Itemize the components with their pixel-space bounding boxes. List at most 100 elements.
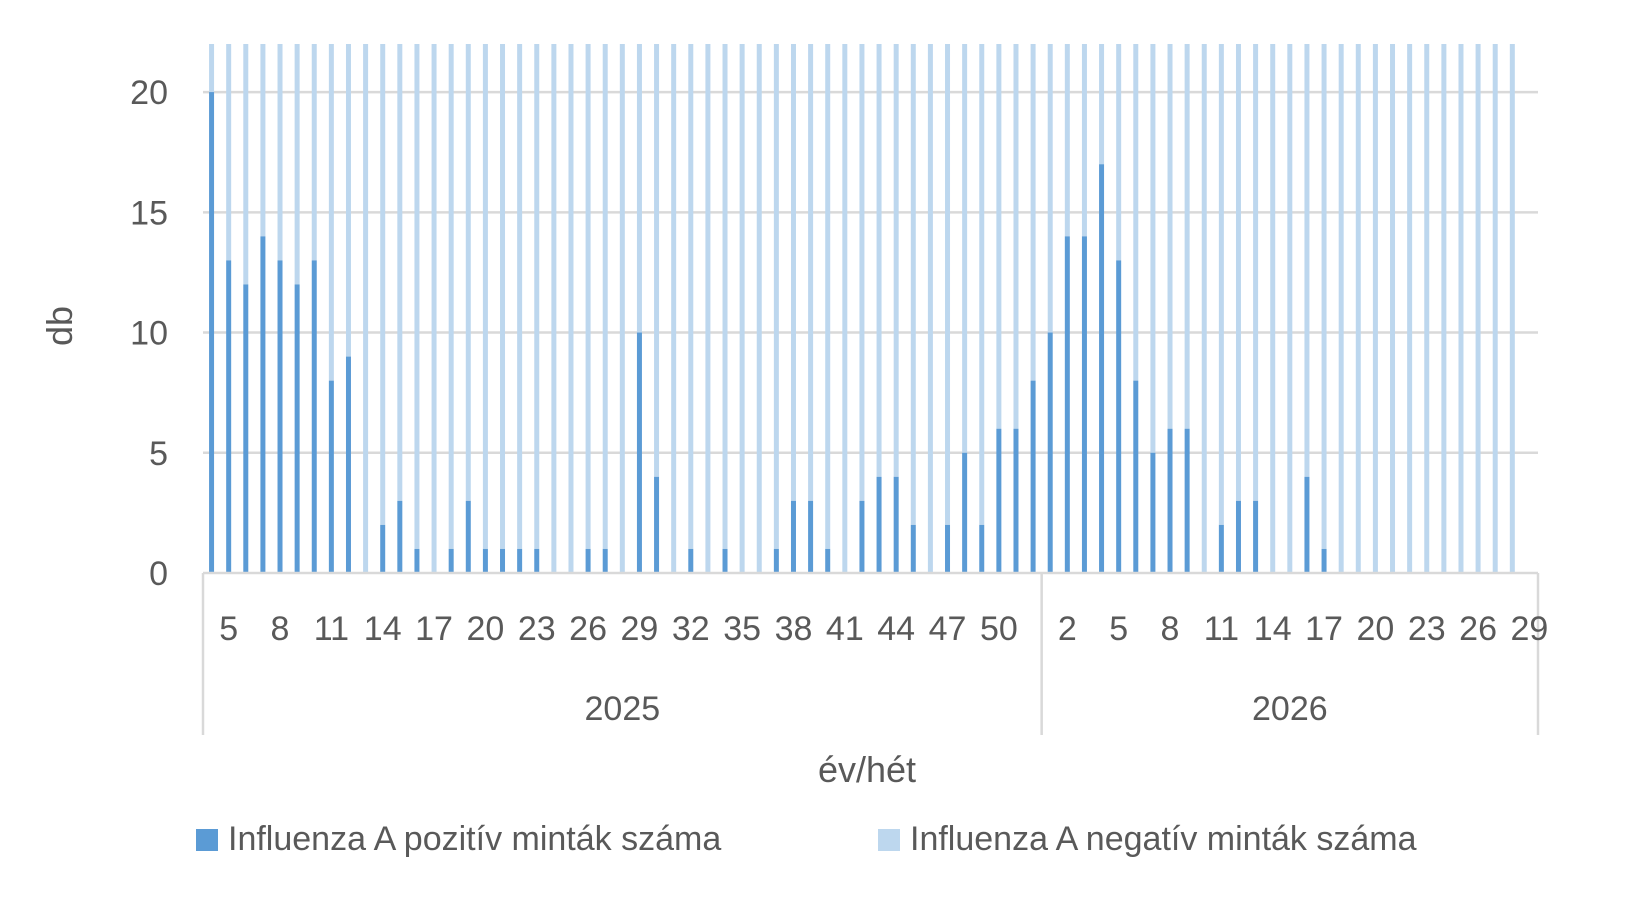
bar-negative <box>1458 44 1464 573</box>
bar-positive <box>1321 548 1327 573</box>
bar-positive <box>500 548 506 573</box>
x-tick-label: 26 <box>569 610 607 648</box>
x-tick-label: 44 <box>877 610 915 648</box>
bar-positive <box>585 548 591 573</box>
y-tick-label: 20 <box>130 74 168 112</box>
bar-negative <box>808 44 814 501</box>
bar-positive <box>636 332 642 573</box>
bar-positive <box>448 548 454 573</box>
x-tick-label: 11 <box>1204 610 1239 648</box>
bar-negative <box>1407 44 1413 573</box>
bar-positive <box>294 284 300 573</box>
legend: Influenza A pozitív minták száma Influen… <box>0 820 1633 870</box>
bar-negative <box>397 44 403 501</box>
bar-positive <box>482 548 488 573</box>
bar-negative <box>842 44 848 573</box>
bar-negative <box>773 44 779 549</box>
x-tick-label: 2 <box>1058 610 1077 648</box>
bar-negative <box>1081 44 1087 237</box>
bar-positive <box>517 548 523 573</box>
bar-negative <box>1047 44 1053 333</box>
bar-negative <box>1099 44 1105 165</box>
bar-positive <box>722 548 728 573</box>
bar-negative <box>500 44 506 549</box>
bar-negative <box>1287 44 1293 573</box>
bar-negative <box>1475 44 1481 573</box>
bar-negative <box>996 44 1002 429</box>
bar-negative <box>431 44 437 573</box>
bar-negative <box>1030 44 1036 381</box>
bar-negative <box>345 44 351 357</box>
gridlines <box>203 90 1538 455</box>
bar-negative <box>688 44 694 549</box>
bar-positive <box>654 476 660 573</box>
bar-positive <box>243 284 249 573</box>
bar-positive <box>380 524 386 573</box>
y-tick-label: 5 <box>149 435 168 473</box>
bar-positive <box>996 428 1002 573</box>
x-tick-label: 8 <box>271 610 290 648</box>
bar-negative <box>568 44 574 573</box>
bar-positive <box>825 548 831 573</box>
bar-negative <box>260 44 266 237</box>
x-group-label: 2025 <box>585 690 661 728</box>
x-tick-label: 5 <box>1109 610 1128 648</box>
bar-negative <box>1492 44 1498 573</box>
bar-positive <box>1235 500 1241 573</box>
bar-negative <box>1201 44 1207 573</box>
bar-positive <box>1218 524 1224 573</box>
bar-positive <box>979 524 985 573</box>
x-tick-label: 50 <box>980 610 1018 648</box>
bar-negative <box>1116 44 1122 261</box>
bar-positive <box>1116 260 1122 573</box>
x-tick-label: 26 <box>1459 610 1497 648</box>
bar-positive <box>773 548 779 573</box>
bar-negative <box>722 44 728 549</box>
x-group-label: 2026 <box>1252 690 1328 728</box>
bar-negative <box>1270 44 1276 573</box>
bar-negative <box>311 44 317 261</box>
bar-positive <box>1081 236 1087 573</box>
bar-negative <box>1390 44 1396 573</box>
bar-positive <box>534 548 540 573</box>
bar-positive <box>345 356 351 573</box>
y-axis-title: db <box>39 306 80 346</box>
bar-negative <box>517 44 523 549</box>
bar-negative <box>654 44 660 477</box>
bar-negative <box>1235 44 1241 501</box>
bar-positive <box>226 260 232 573</box>
y-tick-label: 0 <box>149 555 168 593</box>
bar-positive <box>876 476 882 573</box>
legend-label-negative: Influenza A negatív minták száma <box>910 820 1417 858</box>
bar-negative <box>243 44 249 285</box>
bar-negative <box>414 44 420 549</box>
bar-positive <box>1099 164 1105 573</box>
bar-positive <box>1064 236 1070 573</box>
bar-positive <box>1184 428 1190 573</box>
bar-positive <box>1030 380 1036 573</box>
bar-negative <box>1133 44 1139 381</box>
bar-positive <box>260 236 266 573</box>
x-tick-label: 11 <box>314 610 349 648</box>
x-tick-label: 5 <box>219 610 238 648</box>
bar-positive <box>1304 476 1310 573</box>
bar-negative <box>825 44 831 549</box>
bar-positive <box>209 92 215 573</box>
bar-negative <box>790 44 796 501</box>
legend-item-positive: Influenza A pozitív minták száma <box>196 820 721 859</box>
bar-negative <box>979 44 985 525</box>
bar-positive <box>602 548 608 573</box>
bar-negative <box>910 44 916 525</box>
bar-negative <box>962 44 968 453</box>
bar-negative <box>1150 44 1156 453</box>
bar-negative <box>859 44 865 501</box>
bar-negative <box>671 44 677 573</box>
bar-negative <box>876 44 882 477</box>
x-axis-title: év/hét <box>818 749 916 790</box>
bar-negative <box>226 44 232 261</box>
x-tick-label: 29 <box>621 610 659 648</box>
y-tick-label: 15 <box>130 194 168 232</box>
bar-negative <box>294 44 300 285</box>
bar-negative <box>1441 44 1447 573</box>
